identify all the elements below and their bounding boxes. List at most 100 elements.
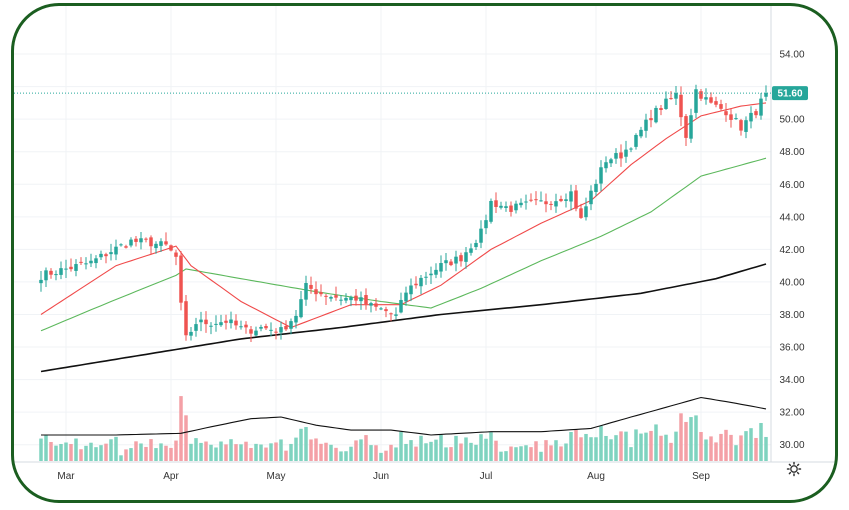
- candle[interactable]: [239, 320, 243, 330]
- candle[interactable]: [504, 201, 508, 212]
- candle[interactable]: [129, 237, 133, 248]
- candle[interactable]: [449, 259, 453, 267]
- candle[interactable]: [319, 284, 323, 297]
- candle[interactable]: [704, 88, 708, 105]
- candle[interactable]: [389, 312, 393, 322]
- candle[interactable]: [379, 307, 383, 311]
- candle[interactable]: [444, 252, 448, 271]
- candle[interactable]: [754, 108, 758, 119]
- candle[interactable]: [759, 92, 763, 120]
- candle[interactable]: [294, 310, 298, 329]
- candle[interactable]: [309, 276, 313, 294]
- candle[interactable]: [384, 306, 388, 318]
- candle[interactable]: [559, 195, 563, 203]
- candle[interactable]: [209, 322, 213, 335]
- candle[interactable]: [749, 106, 753, 129]
- candle[interactable]: [269, 322, 273, 337]
- candle[interactable]: [459, 252, 463, 267]
- candle[interactable]: [144, 237, 148, 243]
- candle[interactable]: [744, 116, 748, 139]
- candle[interactable]: [79, 257, 83, 266]
- candle[interactable]: [599, 160, 603, 192]
- candle[interactable]: [569, 184, 573, 211]
- candle[interactable]: [699, 88, 703, 102]
- candle[interactable]: [154, 241, 158, 254]
- candle[interactable]: [299, 290, 303, 319]
- candle[interactable]: [529, 193, 533, 203]
- candle[interactable]: [764, 85, 768, 101]
- candle[interactable]: [339, 295, 343, 306]
- candle[interactable]: [479, 220, 483, 249]
- candle[interactable]: [84, 257, 88, 270]
- candle[interactable]: [674, 86, 678, 105]
- candle[interactable]: [499, 201, 503, 210]
- candle[interactable]: [344, 293, 348, 304]
- candle[interactable]: [179, 251, 183, 311]
- candle[interactable]: [264, 323, 268, 331]
- candle[interactable]: [454, 250, 458, 272]
- candle[interactable]: [124, 244, 128, 249]
- candle[interactable]: [589, 185, 593, 211]
- candle[interactable]: [439, 255, 443, 278]
- candle[interactable]: [399, 292, 403, 314]
- candle[interactable]: [654, 105, 658, 124]
- candle[interactable]: [394, 307, 398, 320]
- candle[interactable]: [669, 91, 673, 100]
- candle[interactable]: [684, 113, 688, 146]
- candle[interactable]: [534, 191, 538, 206]
- candle[interactable]: [644, 113, 648, 138]
- candle[interactable]: [284, 320, 288, 331]
- candle[interactable]: [564, 193, 568, 208]
- candle[interactable]: [89, 253, 93, 268]
- candle[interactable]: [39, 271, 43, 292]
- candle[interactable]: [639, 126, 643, 139]
- candle[interactable]: [184, 294, 188, 341]
- candle[interactable]: [419, 275, 423, 295]
- candle[interactable]: [514, 200, 518, 214]
- candle[interactable]: [224, 314, 228, 330]
- candle[interactable]: [604, 156, 608, 173]
- candle[interactable]: [509, 201, 513, 217]
- candle[interactable]: [489, 198, 493, 224]
- candle[interactable]: [119, 243, 123, 247]
- candle[interactable]: [679, 86, 683, 127]
- candle[interactable]: [369, 301, 373, 313]
- candle[interactable]: [474, 239, 478, 250]
- candle[interactable]: [469, 243, 473, 256]
- candle[interactable]: [574, 185, 578, 212]
- candle[interactable]: [99, 250, 103, 260]
- candle[interactable]: [274, 328, 278, 340]
- candle[interactable]: [329, 295, 333, 302]
- candle[interactable]: [159, 238, 163, 252]
- candle[interactable]: [494, 192, 498, 214]
- candle[interactable]: [109, 243, 113, 261]
- candle[interactable]: [689, 108, 693, 143]
- candle[interactable]: [49, 268, 53, 279]
- candle[interactable]: [64, 259, 68, 278]
- candle[interactable]: [609, 157, 613, 168]
- candle[interactable]: [544, 193, 548, 213]
- candle[interactable]: [649, 109, 653, 128]
- candle[interactable]: [289, 318, 293, 335]
- candle[interactable]: [169, 244, 173, 252]
- candle[interactable]: [204, 311, 208, 333]
- candlestick-chart[interactable]: 51.60 30.00 32.00 34.00 36.00 38.00 40.00 42.0…: [14, 6, 838, 503]
- candle[interactable]: [214, 315, 218, 332]
- candle[interactable]: [709, 92, 713, 104]
- candle[interactable]: [324, 294, 328, 306]
- candle[interactable]: [234, 314, 238, 330]
- candle[interactable]: [434, 263, 438, 279]
- candle[interactable]: [414, 276, 418, 289]
- candle[interactable]: [334, 286, 338, 301]
- candle[interactable]: [739, 118, 743, 136]
- candle[interactable]: [349, 295, 353, 307]
- candle[interactable]: [164, 232, 168, 246]
- candle[interactable]: [194, 317, 198, 337]
- candle[interactable]: [424, 271, 428, 285]
- candle[interactable]: [409, 278, 413, 302]
- candle[interactable]: [94, 255, 98, 269]
- candle[interactable]: [54, 270, 58, 281]
- candle[interactable]: [139, 231, 143, 250]
- candle[interactable]: [149, 235, 153, 255]
- candle[interactable]: [724, 102, 728, 122]
